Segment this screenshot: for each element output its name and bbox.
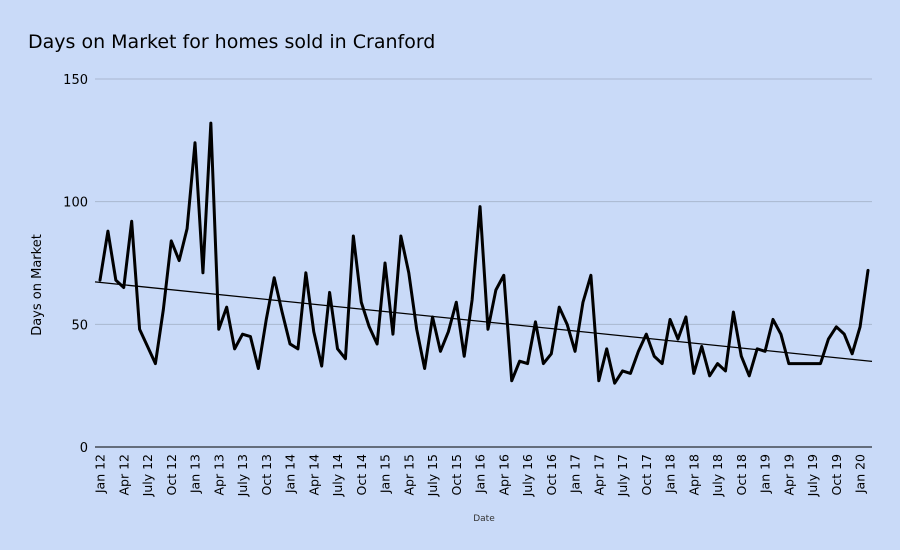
x-tick-label: Apr 17 [591,454,606,496]
y-tick-labels: 0 50 100 150 [63,73,88,456]
y-tick-label: 0 [80,441,88,456]
y-tick-label: 50 [71,318,88,333]
x-tick-label: Jan 14 [283,454,298,494]
y-tick-label: 150 [63,73,88,88]
x-tick-label: Apr 18 [686,454,701,496]
x-tick-label: Apr 15 [401,454,416,496]
series-line-days-on-market [98,121,870,385]
y-tick-label: 100 [63,196,88,211]
x-tick-label: Jan 16 [473,454,488,494]
x-tick-label: Oct 18 [734,454,749,496]
x-tick-label: July 16 [520,454,535,497]
x-tick-label: Jan 17 [568,454,583,494]
x-tick-label: Oct 15 [449,454,464,496]
trendline [94,281,873,363]
x-tick-label: Jan 20 [853,454,868,494]
x-tick-label: Oct 14 [354,454,369,496]
x-tick-label: July 15 [425,454,440,497]
x-tick-label: Jan 12 [93,454,108,494]
y-axis-label: Days on Market [30,234,45,336]
x-tick-label: July 18 [710,454,725,497]
x-tick-label: Jan 13 [188,454,203,494]
x-tick-label: July 19 [805,454,820,497]
x-tick-label: Oct 17 [639,454,654,496]
x-tick-label: July 14 [330,454,345,497]
x-tick-labels: Jan 12 Apr 12 July 12 Oct 12 Jan 13 Apr 13 Jul… [93,454,868,497]
x-tick-label: Jan 18 [663,454,678,494]
x-tick-label: July 13 [235,454,250,497]
series [94,121,873,385]
x-tick-label: Apr 16 [496,454,511,496]
grid [95,78,872,448]
x-tick-label: Oct 12 [164,454,179,496]
x-tick-label: Apr 19 [781,454,796,496]
x-tick-label: July 12 [140,454,155,497]
chart-title: Days on Market for homes sold in Cranfor… [28,31,435,53]
x-tick-label: Jan 15 [378,454,393,494]
x-tick-label: Oct 19 [829,454,844,496]
x-tick-label: Jan 19 [758,454,773,494]
x-axis-label: Date [473,514,495,524]
x-tick-label: Apr 14 [306,454,321,496]
x-tick-label: Apr 13 [211,454,226,496]
x-tick-label: Oct 13 [259,454,274,496]
x-tick-label: July 17 [615,454,630,497]
x-tick-label: Apr 12 [116,454,131,496]
x-tick-label: Oct 16 [544,454,559,496]
